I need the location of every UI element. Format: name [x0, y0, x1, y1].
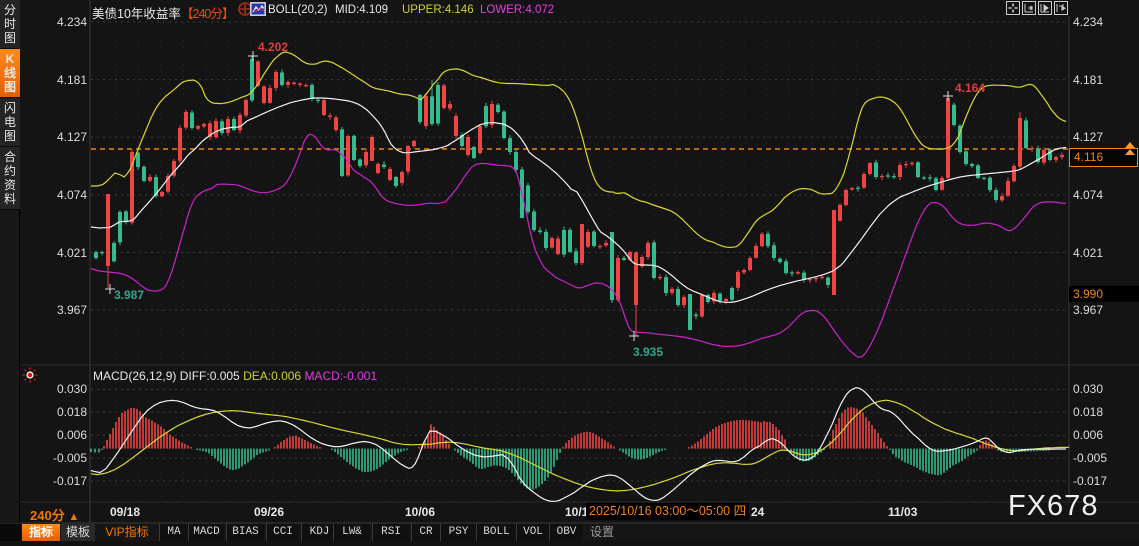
svg-text:4.202: 4.202	[258, 40, 288, 54]
svg-text:3.935: 3.935	[633, 345, 663, 359]
svg-text:3.987: 3.987	[114, 288, 144, 302]
svg-text:4.164: 4.164	[955, 81, 985, 95]
